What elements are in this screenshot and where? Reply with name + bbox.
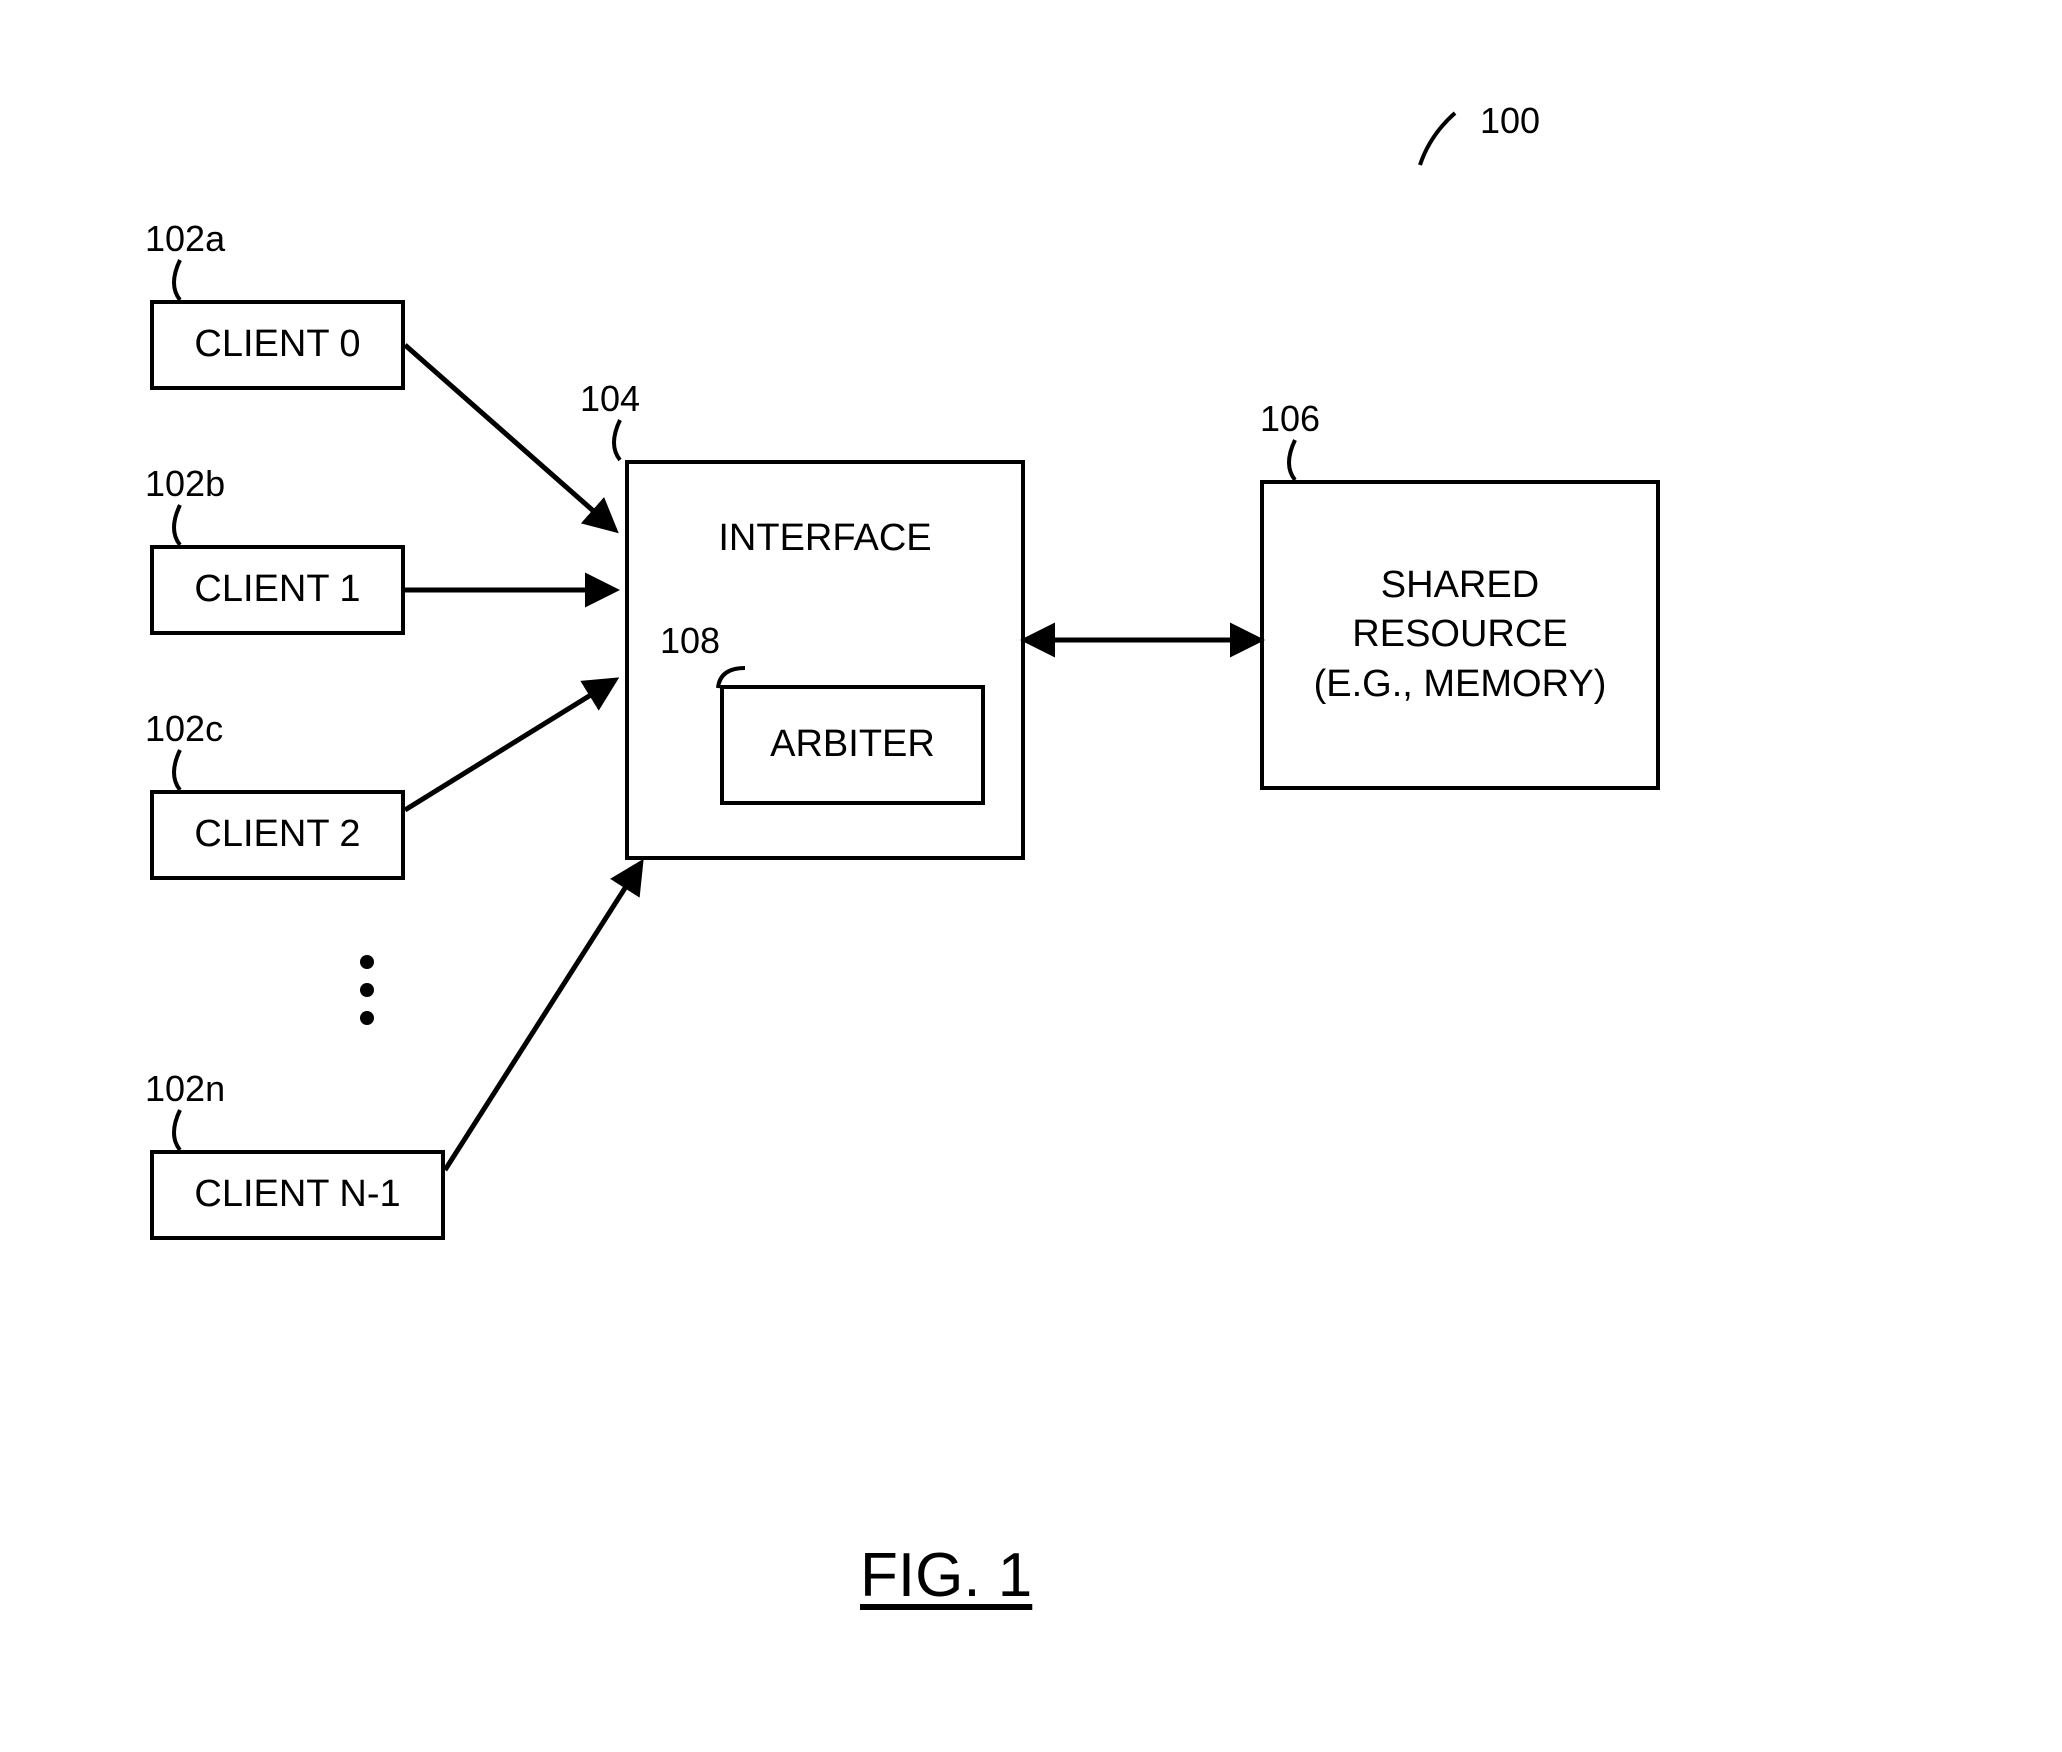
arbiter-box: ARBITER bbox=[720, 685, 985, 805]
ref-102a: 102a bbox=[145, 218, 225, 260]
ref-102b: 102b bbox=[145, 463, 225, 505]
client-n-box: CLIENT N-1 bbox=[150, 1150, 445, 1240]
client-0-label: CLIENT 0 bbox=[194, 320, 360, 369]
shared-resource-label: SHARED RESOURCE (E.G., MEMORY) bbox=[1314, 561, 1607, 709]
figure-title: FIG. 1 bbox=[860, 1540, 1032, 1611]
client-1-label: CLIENT 1 bbox=[194, 565, 360, 614]
client-2-box: CLIENT 2 bbox=[150, 790, 405, 880]
client-1-box: CLIENT 1 bbox=[150, 545, 405, 635]
shared-resource-box: SHARED RESOURCE (E.G., MEMORY) bbox=[1260, 480, 1660, 790]
interface-label: INTERFACE bbox=[718, 514, 931, 563]
ref-102c: 102c bbox=[145, 708, 223, 750]
ref-102n: 102n bbox=[145, 1068, 225, 1110]
ref-100: 100 bbox=[1480, 100, 1540, 142]
block-diagram: 100 102a CLIENT 0 102b CLIENT 1 102c CLI… bbox=[0, 0, 2062, 1752]
client-0-box: CLIENT 0 bbox=[150, 300, 405, 390]
ref-108: 108 bbox=[660, 620, 720, 662]
ellipsis-icon bbox=[360, 955, 374, 1025]
arbiter-label: ARBITER bbox=[770, 720, 935, 769]
ref-104: 104 bbox=[580, 378, 640, 420]
client-2-label: CLIENT 2 bbox=[194, 810, 360, 859]
client-n-label: CLIENT N-1 bbox=[194, 1170, 400, 1219]
ref-106: 106 bbox=[1260, 398, 1320, 440]
